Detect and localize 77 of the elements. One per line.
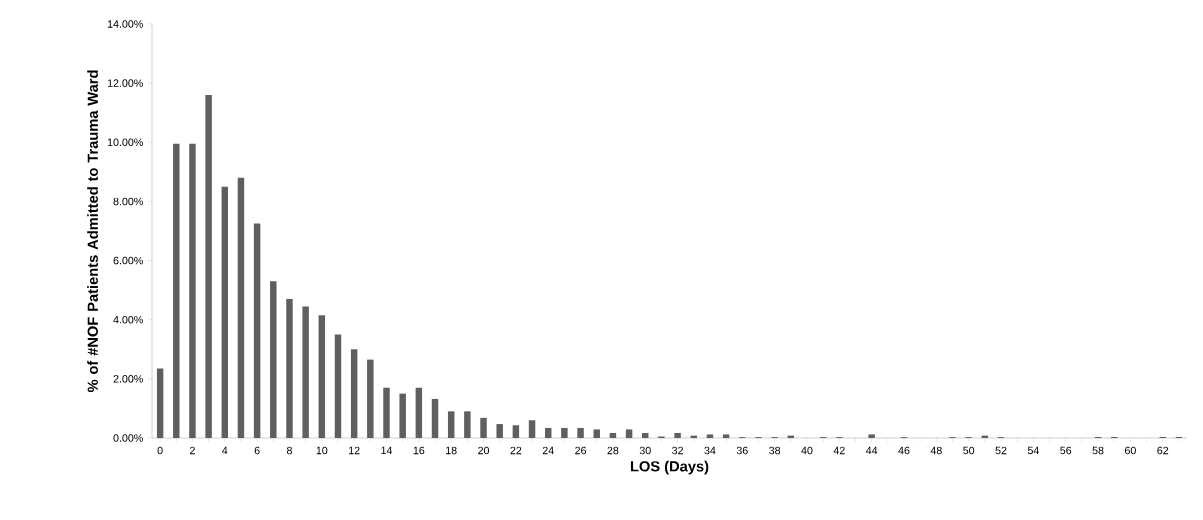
y-tick-label: 4.00% [113, 315, 143, 324]
x-tick-label: 20 [478, 446, 490, 455]
x-tick-label: 58 [1092, 446, 1104, 455]
y-tick-label: 8.00% [113, 197, 143, 206]
bar [577, 427, 584, 438]
bar [334, 334, 342, 438]
x-tick-label: 42 [833, 446, 845, 455]
x-tick-label: 10 [316, 446, 328, 455]
bar [189, 143, 196, 438]
bar [431, 398, 439, 438]
bar [399, 393, 406, 438]
x-tick-label: 50 [963, 446, 975, 455]
bar [286, 299, 293, 438]
x-tick-label: 44 [865, 446, 878, 455]
x-tick-label: 46 [898, 446, 910, 455]
bar [642, 432, 649, 438]
x-tick-label: 52 [995, 446, 1007, 455]
bar [205, 94, 212, 438]
x-tick-label: 34 [704, 446, 716, 455]
bar [544, 427, 552, 438]
x-tick-label: 60 [1125, 446, 1136, 455]
bar [480, 417, 487, 438]
bar [350, 349, 358, 438]
x-tick-label: 14 [381, 446, 393, 455]
bar [447, 411, 455, 438]
x-tick-label: 16 [413, 446, 425, 455]
bar [367, 359, 374, 438]
bar [528, 420, 536, 438]
x-tick-label: 26 [575, 446, 587, 455]
bar [302, 306, 309, 438]
bar [173, 143, 180, 438]
bar [237, 177, 245, 438]
bar [464, 411, 471, 438]
y-tick-label: 2.00% [113, 375, 143, 383]
x-tick-label: 30 [639, 446, 651, 455]
x-tick-label: 54 [1027, 446, 1039, 455]
bar [270, 281, 277, 438]
bar [156, 368, 164, 438]
y-tick-label: 0.00% [113, 434, 143, 442]
bar [722, 434, 730, 438]
x-tick-label: 56 [1060, 446, 1072, 455]
bar [512, 425, 520, 438]
bar [609, 432, 617, 438]
bar [593, 429, 600, 438]
x-tick-label: 40 [801, 446, 813, 455]
bar [318, 315, 326, 438]
x-tick-label: 38 [769, 446, 781, 455]
bar [415, 387, 423, 438]
bar [221, 186, 229, 438]
y-tick-label: 12.00% [107, 79, 143, 87]
x-axis-title: LOS (Days) [630, 460, 709, 475]
bar [561, 427, 568, 438]
x-tick-label: 18 [446, 446, 457, 455]
y-tick-label: 6.00% [113, 256, 143, 265]
bar [625, 429, 633, 438]
bar [496, 424, 503, 438]
x-tick-label: 24 [542, 446, 554, 455]
x-tick-label: 48 [930, 446, 942, 455]
bar [868, 434, 875, 438]
x-tick-label: 6 [254, 446, 260, 455]
x-tick-label: 62 [1157, 446, 1169, 455]
y-tick-label: 14.00% [107, 20, 143, 28]
x-tick-label: 28 [607, 446, 619, 455]
x-tick-label: 4 [222, 446, 228, 455]
x-tick-label: 0 [157, 446, 163, 455]
y-tick-label: 10.00% [107, 138, 143, 147]
x-tick-label: 22 [510, 446, 522, 455]
x-tick-label: 36 [736, 446, 748, 455]
bar [674, 432, 681, 438]
bar [706, 434, 714, 438]
x-tick-label: 2 [190, 446, 195, 455]
x-tick-label: 32 [672, 446, 683, 455]
bar [383, 387, 390, 438]
bar [253, 223, 261, 438]
x-tick-label: 8 [286, 446, 292, 455]
x-tick-label: 12 [349, 446, 360, 455]
y-axis-title: % of #NOF Patients Admitted to Trauma Ward [87, 70, 98, 393]
